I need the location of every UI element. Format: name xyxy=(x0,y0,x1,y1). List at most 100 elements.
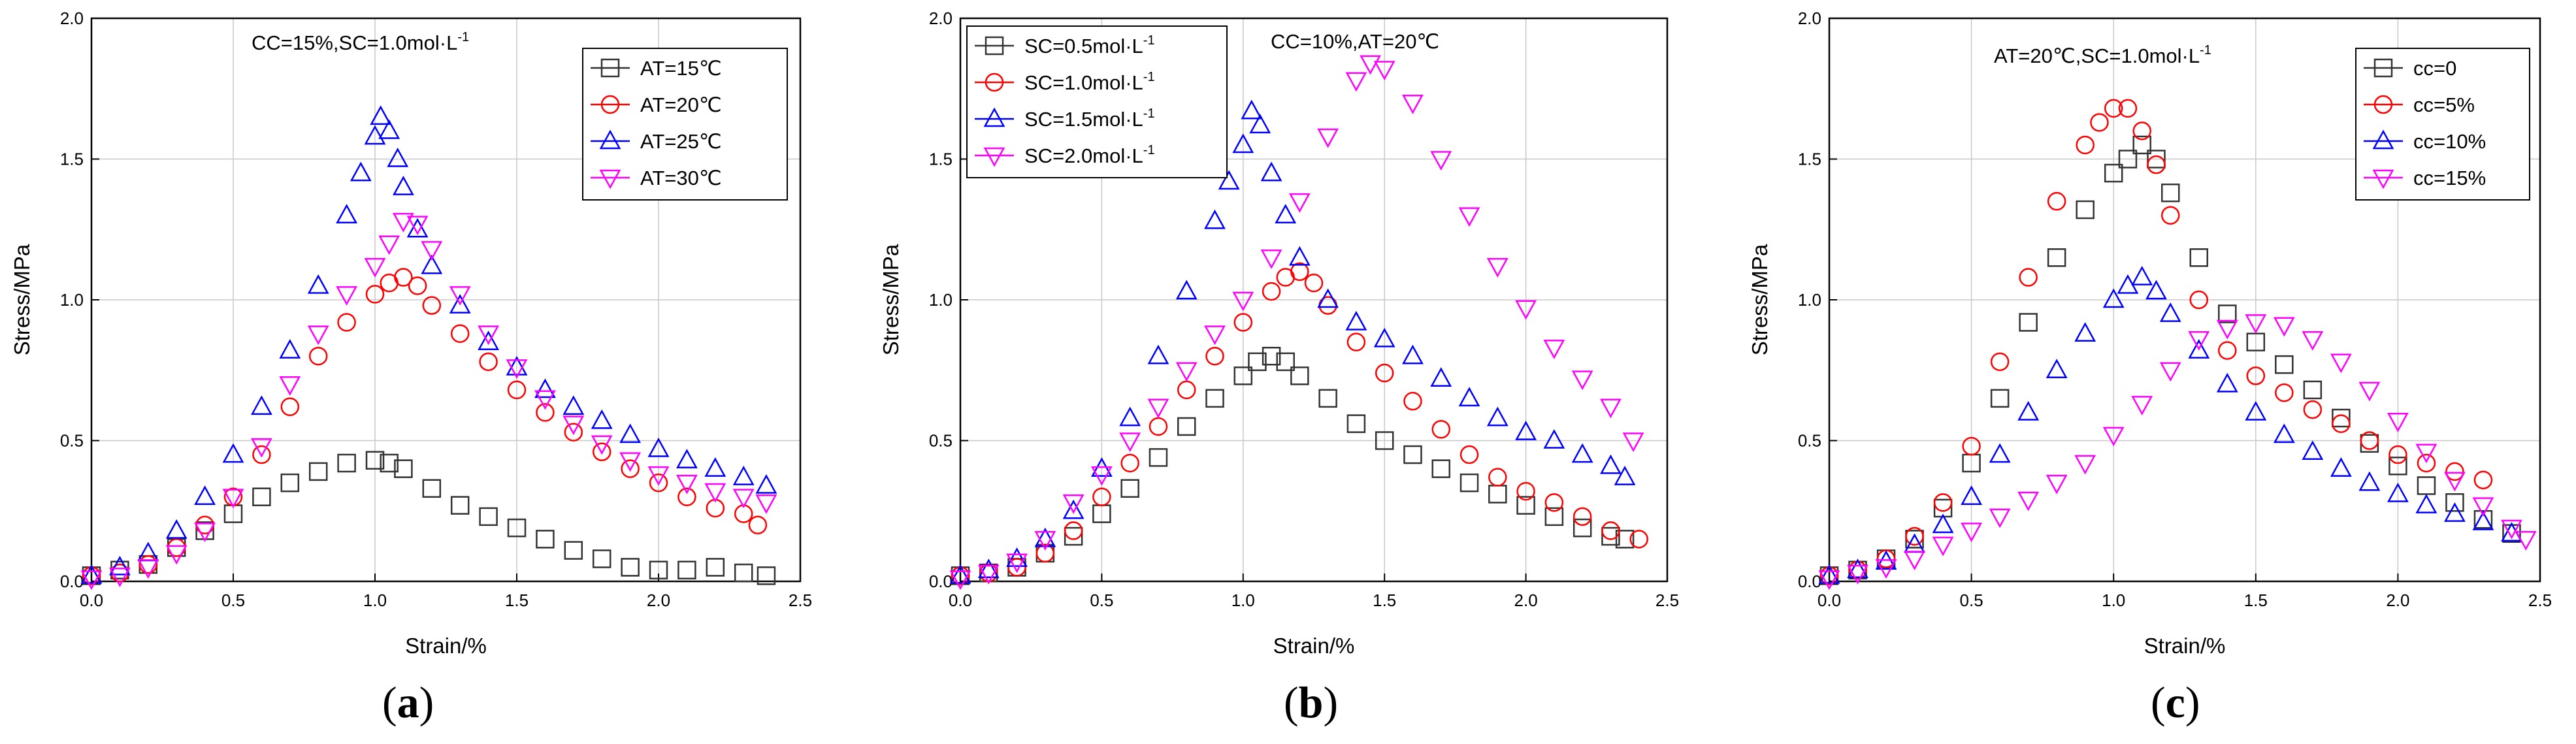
data-point xyxy=(1402,344,1424,364)
data-point xyxy=(1288,193,1311,213)
data-point xyxy=(1007,558,1026,577)
series-c-4 xyxy=(1818,314,2537,590)
x-tick-label: 2.5 xyxy=(1655,590,1679,610)
data-point xyxy=(365,285,385,304)
data-point xyxy=(1933,493,1953,512)
x-tick-label: 1.0 xyxy=(363,590,387,610)
data-point xyxy=(647,466,670,486)
data-point xyxy=(506,355,528,376)
data-point xyxy=(507,518,527,538)
data-point xyxy=(406,218,429,238)
y-tick-label: 0.5 xyxy=(929,431,953,451)
data-point xyxy=(1249,114,1271,134)
data-point xyxy=(1601,521,1620,540)
data-point xyxy=(676,449,698,468)
data-point xyxy=(1062,494,1084,514)
x-tick-label: 2.0 xyxy=(1514,590,1538,610)
data-point xyxy=(732,465,755,485)
data-point xyxy=(1571,443,1593,463)
data-point xyxy=(677,487,696,506)
data-point xyxy=(1119,406,1141,427)
data-point xyxy=(757,566,776,585)
data-point xyxy=(621,558,640,577)
data-point xyxy=(308,346,328,366)
data-point xyxy=(507,380,527,400)
data-point xyxy=(592,442,611,461)
data-point xyxy=(222,489,244,509)
data-point xyxy=(755,494,777,514)
data-point xyxy=(2275,355,2294,374)
data-point xyxy=(252,445,271,464)
data-point xyxy=(1622,432,1644,453)
data-point xyxy=(2118,99,2138,118)
legend-label: cc=15% xyxy=(2413,167,2486,189)
data-point xyxy=(378,235,400,255)
data-point xyxy=(1961,485,1983,505)
data-point xyxy=(2501,519,2522,540)
data-point xyxy=(2159,362,2181,382)
data-point xyxy=(2472,497,2494,517)
data-point xyxy=(1875,559,1897,579)
legend-label: AT=20℃ xyxy=(640,93,722,116)
x-tick-label: 2.5 xyxy=(789,590,812,610)
data-point xyxy=(1373,327,1395,348)
data-point xyxy=(1847,564,1868,585)
data-point xyxy=(949,570,971,590)
data-point xyxy=(1147,398,1169,419)
data-point xyxy=(2417,453,2436,473)
legend-label: SC=1.0mol·L-1 xyxy=(1024,70,1155,94)
data-point xyxy=(1149,448,1168,467)
data-point xyxy=(1600,454,1622,474)
data-point xyxy=(421,241,443,261)
data-point xyxy=(591,435,613,455)
data-point xyxy=(1232,133,1254,154)
legend-label: SC=1.5mol·L-1 xyxy=(1024,106,1155,131)
data-point xyxy=(2102,427,2125,447)
y-tick-label: 0.5 xyxy=(1798,431,1821,451)
data-point xyxy=(2360,431,2379,450)
x-tick-label: 2.0 xyxy=(647,590,670,610)
data-point xyxy=(621,459,640,478)
data-point xyxy=(2132,135,2151,155)
legend-marker xyxy=(985,73,1004,92)
data-point xyxy=(1818,564,1840,584)
data-point xyxy=(449,286,471,306)
data-point xyxy=(2330,457,2352,477)
data-point xyxy=(478,325,500,346)
data-point xyxy=(1345,310,1367,331)
data-point xyxy=(647,437,670,457)
data-point xyxy=(250,438,272,458)
legend-marker xyxy=(983,107,1005,127)
data-point xyxy=(649,473,668,493)
series-c-3 xyxy=(1818,265,2522,584)
data-point xyxy=(222,443,244,463)
data-point xyxy=(1262,346,1281,366)
data-point xyxy=(1317,288,1339,308)
data-point xyxy=(2160,206,2180,225)
condition-annotation: AT=20℃,SC=1.0mol·L-1 xyxy=(1994,43,2211,67)
y-tick-label: 2.0 xyxy=(929,8,953,28)
data-point xyxy=(1262,282,1281,301)
data-point xyxy=(619,452,642,472)
data-point xyxy=(1571,370,1593,391)
y-tick-label: 0.5 xyxy=(60,431,84,451)
data-point xyxy=(137,559,159,579)
data-point xyxy=(337,313,356,332)
data-point xyxy=(2444,502,2466,522)
data-point xyxy=(279,376,301,396)
data-point xyxy=(2358,381,2381,402)
data-point xyxy=(732,489,755,509)
data-point xyxy=(364,257,386,278)
data-point xyxy=(422,296,442,315)
data-point xyxy=(1006,553,1028,574)
legend: AT=15℃ AT=20℃ AT=25℃ AT=30℃ xyxy=(582,48,788,201)
data-point xyxy=(308,462,328,481)
data-point xyxy=(1516,481,1535,501)
x-tick-label: 0.5 xyxy=(1090,590,1113,610)
data-point xyxy=(2131,265,2153,285)
legend-label: cc=0 xyxy=(2413,57,2456,80)
data-point xyxy=(1290,366,1309,385)
data-point xyxy=(108,568,131,587)
data-point xyxy=(1204,209,1226,229)
